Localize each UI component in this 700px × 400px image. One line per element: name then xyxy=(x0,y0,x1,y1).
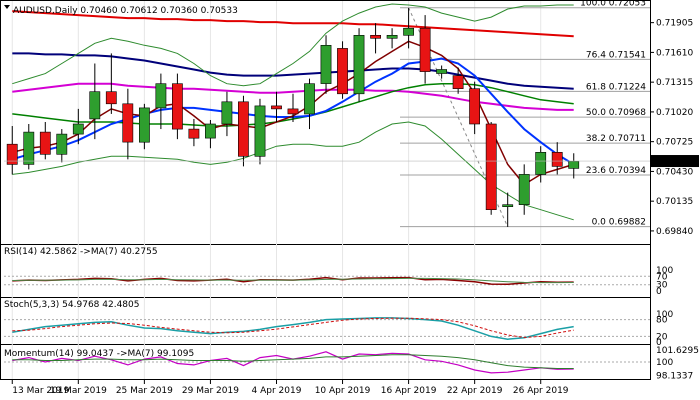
fib-level-label: 38.2 0.70711 xyxy=(586,134,646,144)
stoch-tick-label: 80 xyxy=(656,316,668,326)
bearish-candle xyxy=(271,105,282,110)
current-price-label: 0.70533 xyxy=(655,157,692,167)
date-tick-label: 10 Apr 2019 xyxy=(315,386,371,396)
price-tick-label: 0.71905 xyxy=(656,19,693,29)
date-tick-label: 19 Mar 2019 xyxy=(50,386,107,396)
bearish-candle xyxy=(452,75,464,89)
rsi-tick-label: 100 xyxy=(656,266,673,276)
bearish-candle xyxy=(188,128,200,139)
stoch-k-line xyxy=(12,317,574,340)
bullish-candle xyxy=(254,105,266,157)
price-tick-label: 0.71315 xyxy=(656,78,693,88)
bullish-candle xyxy=(205,123,216,139)
date-tick-label: 29 Mar 2019 xyxy=(182,386,239,396)
fib-level-label: 50.0 0.70968 xyxy=(586,108,646,118)
momentum-tick-label: 100 xyxy=(656,358,673,368)
bullish-candle xyxy=(436,69,447,74)
price-tick-label: 0.70430 xyxy=(656,167,693,177)
overlay-line-ma-red xyxy=(12,10,574,38)
date-tick-label: 13 Mar 2019 xyxy=(12,386,69,396)
bullish-candle xyxy=(518,174,530,205)
symbol-header: AUDUSD,Daily 0.70460 0.70612 0.70360 0.7… xyxy=(13,6,238,16)
current-price-badge xyxy=(651,155,699,168)
date-tick-label: 26 Apr 2019 xyxy=(513,386,569,396)
overlay-line-ma-magenta xyxy=(12,82,574,111)
rsi-tick-label: 70 xyxy=(656,272,668,282)
bearish-candle xyxy=(287,108,299,115)
fib-level-label: 61.8 0.71224 xyxy=(586,82,646,92)
bearish-candle xyxy=(172,83,183,130)
price-tick-label: 0.71610 xyxy=(656,48,693,58)
bearish-candle xyxy=(6,143,18,165)
bearish-candle xyxy=(469,88,480,125)
fib-level-label: 23.6 0.70394 xyxy=(586,166,646,176)
price-tick-label: 0.70725 xyxy=(656,138,693,148)
stoch-tick-label: 0 xyxy=(656,338,662,348)
price-tick-label: 0.69840 xyxy=(656,227,693,237)
bullish-candle xyxy=(568,161,580,169)
stoch-d-line xyxy=(12,317,574,339)
date-tick-label: 16 Apr 2019 xyxy=(381,386,437,396)
bullish-candle xyxy=(320,44,332,84)
bullish-candle xyxy=(155,83,167,109)
bullish-candle xyxy=(89,91,101,120)
bearish-candle xyxy=(105,91,117,105)
rsi-ma-line xyxy=(12,277,574,284)
fib-level-label: 0.0 0.69882 xyxy=(592,218,646,228)
bullish-candle xyxy=(502,204,514,207)
momentum-tick-label: 101.6295 xyxy=(656,346,699,356)
price-tick-label: 0.71020 xyxy=(656,108,693,118)
bearish-candle xyxy=(370,34,381,39)
bearish-candle xyxy=(419,27,431,72)
momentum-ma-line xyxy=(12,354,574,369)
bullish-candle xyxy=(535,152,547,175)
overlay-line-bb-upper xyxy=(12,3,574,87)
bullish-candle xyxy=(56,133,68,155)
bullish-candle xyxy=(139,107,150,143)
stoch-tick-label: 100 xyxy=(656,310,673,320)
date-tick-label: 25 Mar 2019 xyxy=(116,386,173,396)
date-tick-label: 4 Apr 2019 xyxy=(252,386,302,396)
bearish-candle xyxy=(551,152,563,167)
symbol-dropdown-icon xyxy=(4,5,10,9)
bearish-candle xyxy=(122,103,134,143)
overlay-line-ma-navy xyxy=(12,52,574,90)
bullish-candle xyxy=(386,34,398,39)
stoch-tick-label: 20 xyxy=(656,332,668,342)
momentum-tick-label: 98.1337 xyxy=(656,372,693,382)
bullish-candle xyxy=(72,123,84,135)
bearish-candle xyxy=(39,131,51,155)
stoch-label: Stoch(5,3,3) 54.9768 42.4805 xyxy=(4,300,139,310)
bullish-candle xyxy=(353,34,365,95)
bullish-candle xyxy=(221,101,233,125)
bullish-candle xyxy=(403,27,414,36)
fib-level-label: 76.4 0.71541 xyxy=(586,50,646,60)
price-tick-label: 0.70135 xyxy=(656,197,693,207)
bearish-candle xyxy=(238,101,249,157)
rsi-tick-label: 0 xyxy=(656,287,662,297)
bearish-candle xyxy=(337,48,348,95)
bullish-candle xyxy=(23,131,35,165)
overlay-line-bb-lower xyxy=(12,121,574,221)
bullish-candle xyxy=(304,83,315,115)
rsi-label: RSI(14) 42.5862 ->MA(7) 40.2755 xyxy=(4,247,158,257)
bearish-candle xyxy=(485,123,497,210)
rsi-tick-label: 30 xyxy=(656,281,668,291)
fib-level-label: 100.0 0.72053 xyxy=(580,0,646,9)
date-tick-label: 22 Apr 2019 xyxy=(447,386,503,396)
momentum-label: Momentum(14) 99.0437 ->MA(7) 99.1095 xyxy=(4,349,194,359)
